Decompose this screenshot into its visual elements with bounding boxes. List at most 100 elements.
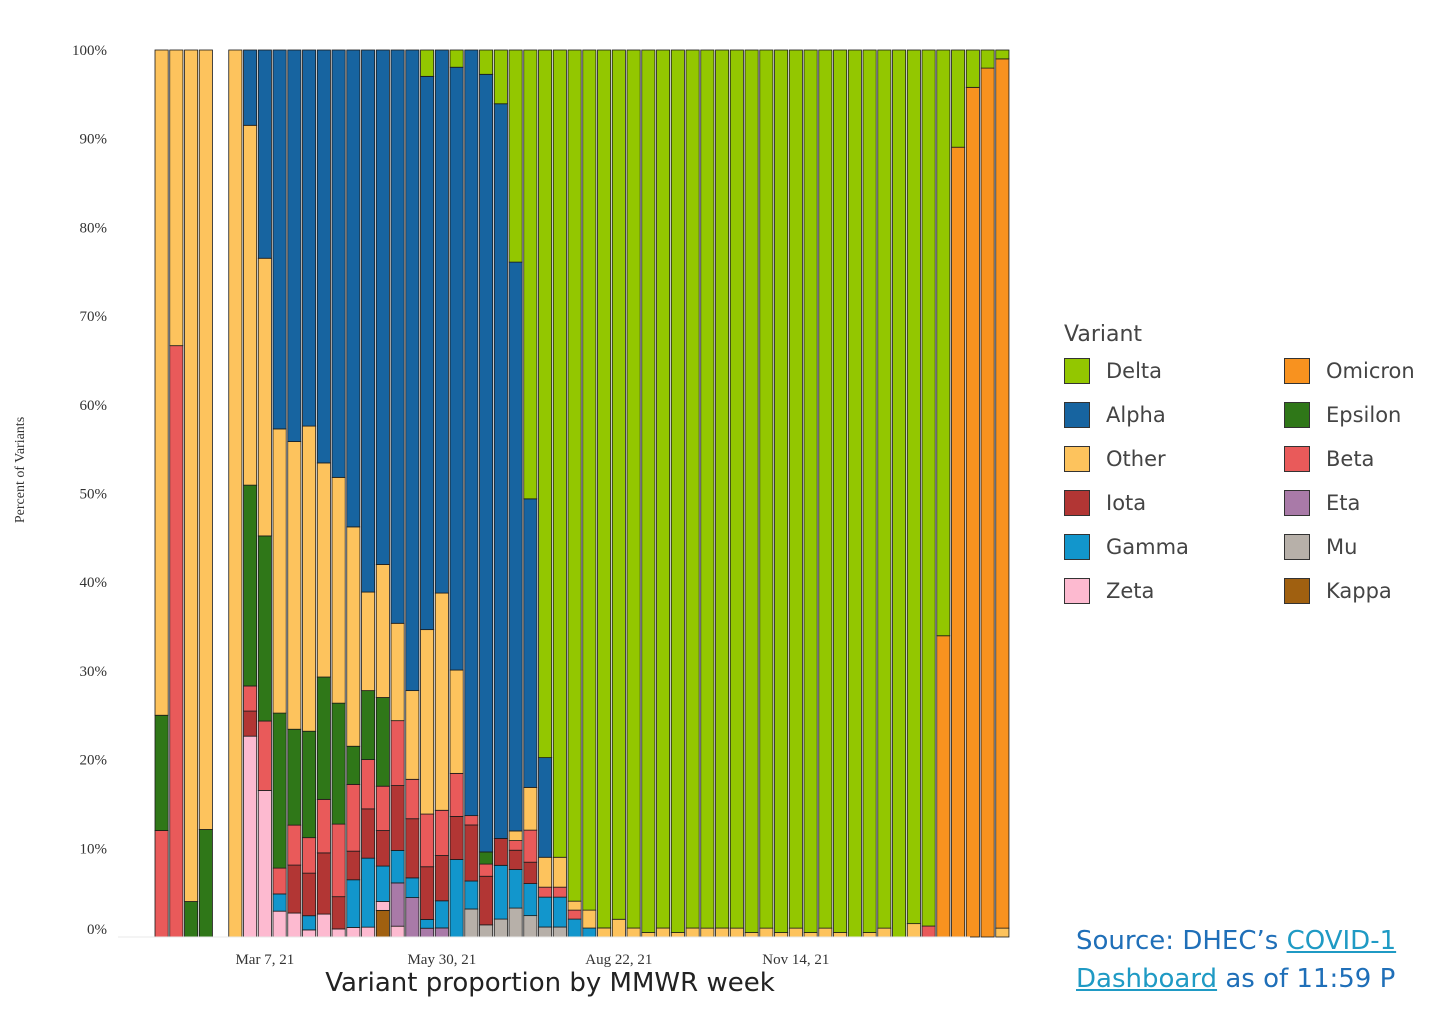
bar-segment-other — [700, 927, 715, 938]
bar-segment-gamma — [582, 927, 597, 938]
bar-segment-eta — [434, 927, 449, 938]
bar-segment-delta — [420, 49, 435, 77]
bar-segment-beta — [375, 785, 390, 831]
bar-segment-omicron — [995, 58, 1010, 929]
bar-segment-zeta — [302, 929, 317, 938]
bar-segment-alpha — [420, 75, 435, 631]
bar-segment-delta — [552, 49, 567, 858]
bar-segment-iota — [508, 849, 523, 870]
bar-segment-gamma — [508, 869, 523, 909]
bar-segment-beta — [361, 759, 376, 810]
bar-segment-other — [361, 591, 376, 692]
legend-item-iota: Iota — [1064, 489, 1284, 517]
legend-item-mu: Mu — [1284, 533, 1441, 561]
x-tick-label: Nov 14, 21 — [762, 952, 829, 968]
bar-segment-epsilon — [331, 702, 346, 825]
legend-swatch — [1064, 358, 1090, 384]
bar-segment-iota — [523, 861, 538, 884]
bar-segment-delta — [788, 49, 803, 929]
bar-segment-other — [656, 927, 671, 938]
bar-segment-delta — [715, 49, 730, 929]
bar-segment-delta — [833, 49, 848, 933]
bar-segment-delta — [744, 49, 759, 933]
bar-segment-beta — [257, 720, 272, 791]
bar-segment-iota — [375, 830, 390, 867]
legend-swatch — [1284, 534, 1310, 560]
bar-segment-other — [597, 927, 612, 938]
bar-segment-beta — [434, 809, 449, 856]
x-tick-label: Aug 22, 21 — [585, 952, 652, 968]
bar-segment-alpha — [538, 757, 553, 858]
dashboard-link-part2[interactable]: Dashboard — [1076, 964, 1218, 994]
bar-segment-other — [287, 441, 302, 730]
bar-segment-alpha — [375, 49, 390, 565]
legend-swatch — [1064, 534, 1090, 560]
legend-swatch — [1284, 358, 1310, 384]
bar-segment-iota — [361, 808, 376, 859]
y-tick-label: 100% — [72, 43, 107, 59]
legend-label: Iota — [1106, 491, 1147, 515]
bar-segment-alpha — [243, 49, 258, 126]
bar-segment-other — [331, 476, 346, 704]
legend-item-eta: Eta — [1284, 489, 1441, 517]
bar-segment-omicron — [951, 146, 966, 938]
legend-label: Other — [1106, 447, 1166, 471]
bar-segment-other — [862, 932, 877, 938]
y-axis: 0% 10% 20% 30% 40% 50% 60% 70% 80% 90% 100% — [72, 43, 107, 938]
bar-segment-mu — [552, 926, 567, 938]
bar-segment-delta — [759, 49, 774, 929]
y-tick-label: 90% — [80, 132, 108, 148]
bar-segment-zeta — [361, 926, 376, 938]
y-tick-label: 50% — [80, 487, 108, 503]
legend-swatch — [1284, 490, 1310, 516]
bar-segment-beta — [154, 830, 169, 938]
bar-segment-gamma — [552, 896, 567, 928]
bar-segment-iota — [405, 818, 420, 879]
bar-segment-mu — [493, 918, 508, 938]
bar-segment-iota — [302, 872, 317, 917]
bar-segment-alpha — [287, 49, 302, 442]
bar-segment-delta — [641, 49, 656, 933]
bar-segment-beta — [390, 720, 405, 786]
bar-segment-zeta — [257, 790, 272, 938]
bar-segment-epsilon — [316, 676, 331, 800]
bar-segment-iota — [243, 710, 258, 737]
bar-segment-other — [523, 786, 538, 831]
y-tick-label: 0% — [87, 922, 107, 938]
y-tick-label: 10% — [80, 841, 108, 857]
bar-segment-gamma — [493, 864, 508, 920]
bar-segment-delta — [479, 49, 494, 75]
bar-segment-beta — [405, 778, 420, 820]
bar-segment-iota — [449, 816, 464, 860]
bar-segment-delta — [626, 49, 641, 929]
dashboard-link-part1[interactable]: COVID-1 — [1286, 926, 1397, 956]
bar-segment-other — [877, 927, 892, 938]
bar-segment-epsilon — [375, 697, 390, 787]
bar-segment-epsilon — [287, 728, 302, 826]
bar-segment-epsilon — [361, 690, 376, 760]
bar-segment-alpha — [272, 49, 287, 430]
legend-swatch — [1064, 490, 1090, 516]
bar-segment-delta — [892, 49, 907, 938]
source-note: Source: DHEC’s COVID-1 Dashboard as of 1… — [1076, 922, 1441, 998]
bar-segment-other — [508, 830, 523, 841]
bar-segment-iota — [420, 866, 435, 920]
bar-segment-delta — [597, 49, 612, 929]
legend: Variant Delta Omicron Alpha Epsilon Other Bet… — [1064, 322, 1441, 605]
bar-segment-alpha — [390, 49, 405, 624]
bar-segment-other — [302, 425, 317, 732]
bar-segment-alpha — [464, 49, 479, 817]
bar-segment-alpha — [434, 49, 449, 594]
bar-segment-alpha — [361, 49, 376, 593]
bar-segment-other — [641, 932, 656, 938]
bar-segment-other — [257, 257, 272, 537]
bar-segment-beta — [479, 863, 494, 877]
bar-segment-alpha — [302, 49, 317, 427]
bar-segment-mu — [523, 915, 538, 938]
bar-segment-gamma — [567, 918, 582, 938]
bar-segment-delta — [803, 49, 818, 933]
bar-segment-delta — [980, 49, 995, 69]
bar-segment-other — [449, 669, 464, 774]
bar-segment-beta — [464, 815, 479, 826]
bar-segment-gamma — [302, 915, 317, 931]
